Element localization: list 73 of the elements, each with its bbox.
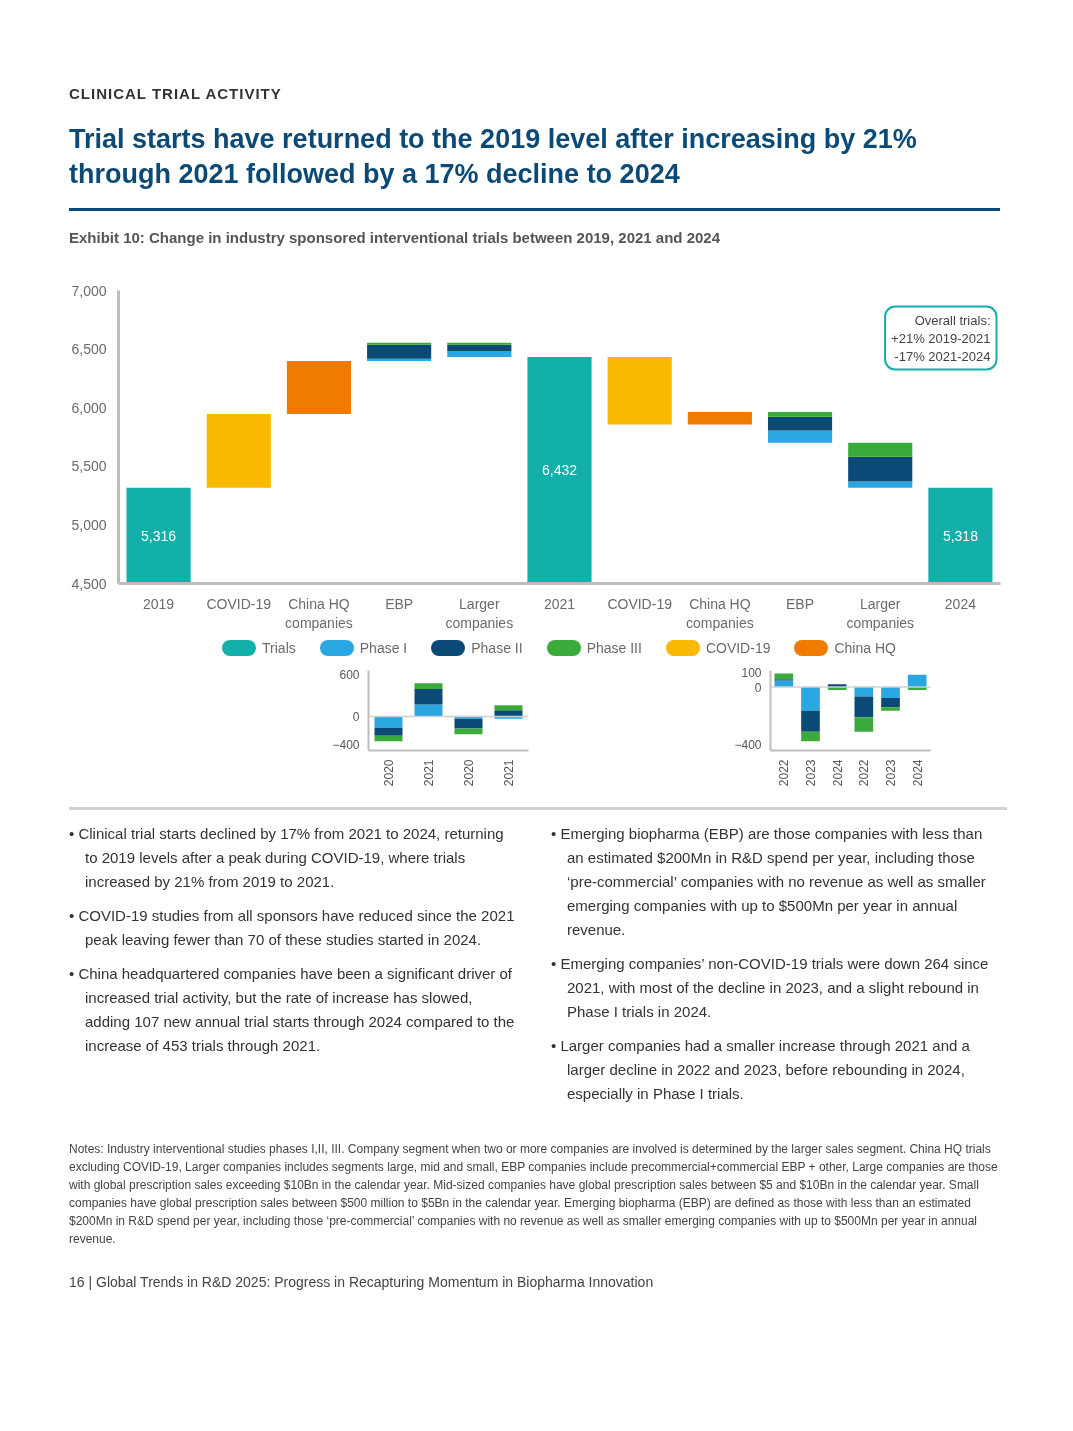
legend-label: Phase III (586, 639, 642, 658)
bar (774, 673, 794, 680)
bar (454, 716, 483, 719)
annotation: Overall trials: +21% 2019-2021 -17% 2021-2024 (891, 312, 991, 364)
chart-subtitle: Exhibit 10: Change in industry sponsored interventional trials between 2019, 2021 and 2024 (69, 228, 722, 249)
x-tick-label: 2020 (382, 759, 396, 787)
x-tick-label: COVID-19 (607, 595, 673, 612)
data-label: 6,432 (541, 462, 578, 479)
x-tick-label: 2021 (422, 759, 436, 787)
x-tick-label: China HQ companies (285, 595, 353, 631)
text: • COVID-19 studies from all sponsors have reduced since the 2021 peak leaving fewer than 70 of these studies started in 2024. (69, 906, 516, 951)
bar (494, 705, 523, 711)
bar (414, 704, 443, 717)
bar (374, 727, 403, 736)
bar (801, 687, 820, 711)
chart-title: Trial starts have returned to the 2019 level after increasing by 21% through 2021 followed by a 17% decline to 2024 (69, 123, 918, 192)
bar (881, 687, 900, 699)
y-tick-label: −400 (734, 738, 762, 753)
bar (414, 683, 443, 690)
x-tick-label: 2023 (804, 759, 818, 787)
y-tick-label: 6,000 (71, 399, 107, 416)
y-tick-label: 5,000 (71, 516, 107, 533)
data-label: 5,316 (141, 527, 177, 544)
y-tick-label: 6,500 (71, 341, 107, 358)
bar (454, 718, 483, 729)
x-tick-label: China HQ companies (686, 595, 754, 631)
text: CLINICAL TRIAL ACTIVITY (69, 84, 283, 104)
text: 16 | Global Trends in R&D 2025: Progress in Recapturing Momentum in Biopharma Innovation (69, 1273, 655, 1293)
x-tick-label: Larger companies (846, 595, 915, 631)
bar (374, 716, 403, 728)
x-tick-label: Larger companies (445, 595, 514, 631)
legend-label: China HQ (834, 639, 896, 658)
bar (854, 717, 874, 732)
y-tick-label: −400 (332, 738, 360, 753)
y-tick-label: 600 (339, 667, 360, 682)
x-tick-label: 2019 (143, 595, 175, 612)
y-tick-label: 100 (741, 666, 762, 681)
bar (801, 711, 820, 732)
x-tick-label: EBP (786, 595, 815, 612)
text: • China headquartered companies have been a significant driver of increased trial activity, but the rate of increase has slowed, adding 107 new annual trial starts through 2024 compared to the increase of 453 trials through 2021. (69, 964, 516, 1057)
y-tick-label: 7,000 (71, 282, 107, 299)
x-tick-label: 2020 (462, 759, 476, 787)
x-tick-label: 2024 (830, 759, 845, 787)
bar (801, 731, 820, 742)
x-tick-label: EBP (385, 595, 414, 612)
x-tick-label: 2022 (777, 759, 792, 787)
y-tick-label: 5,500 (71, 458, 107, 475)
bar (907, 674, 927, 688)
bar (494, 716, 523, 719)
y-tick-label: 0 (754, 680, 762, 695)
bar (854, 696, 874, 718)
text: Notes: Industry interventional studies phases I,II, III. Company segment when two or more companies are involved is determined by the larger sales segment. China HQ trials excluding COVID-19, Larger companies includes segments large, mid and small, EBP companies include precommercial+commercial EBP + other, Large companies are those with global prescription sales exceeding $10Bn in the calendar year. Mid-sized companies have global prescription sales between $5 and $10Bn in the calendar year. Small companies have global prescription sales between $500 million to $5Bn in the calendar year. Emerging biopharma (EBP) are defined as those with less than an estimated $200Mn in R&D spend per year, including those ‘pre-commercial’ companies with no revenue as well as smaller emerging companies with up to $500Mn per year in annual revenue. (69, 1141, 999, 1249)
x-tick-label: 2024 (944, 595, 977, 612)
x-tick-label: 2023 (884, 759, 898, 787)
text: • Emerging companies’ non-COVID-19 trials were down 264 since 2021, with most of the decline in 2023, and a slight rebound in Phase I trials in 2024. (551, 954, 990, 1023)
text: • Larger companies had a smaller increase through 2021 and a larger decline in 2022 and 2023, before rebounding in 2024, especially in Phase I trials. (551, 1036, 971, 1105)
bar (881, 707, 900, 711)
x-tick-label: 2024 (910, 759, 925, 787)
legend-label: COVID-19 (705, 639, 771, 658)
bar (414, 689, 443, 705)
text: • Clinical trial starts declined by 17% from 2021 to 2024, returning to 2019 levels after a peak during COVID-19, where trials increased by 21% from 2019 to 2021. (69, 824, 505, 893)
bar (881, 698, 900, 708)
legend-label: Trials (262, 639, 296, 658)
x-tick-label: 2021 (543, 595, 576, 612)
data-label: 5,318 (942, 527, 979, 544)
x-tick-label: COVID-19 (206, 595, 272, 612)
y-tick-label: 0 (352, 710, 360, 725)
legend-label: Phase I (359, 639, 408, 658)
y-tick-label: 4,500 (71, 575, 107, 592)
text: • Emerging biopharma (EBP) are those companies with less than an estimated $200Mn in R&D spend per year, including those ‘pre-commercial’ companies with no revenue as well as smaller emerging companies with up to $500Mn per year in annual revenue. (551, 824, 987, 941)
x-tick-label: 2021 (502, 759, 516, 787)
legend-label: Phase II (471, 639, 523, 658)
x-tick-label: 2022 (857, 759, 872, 787)
